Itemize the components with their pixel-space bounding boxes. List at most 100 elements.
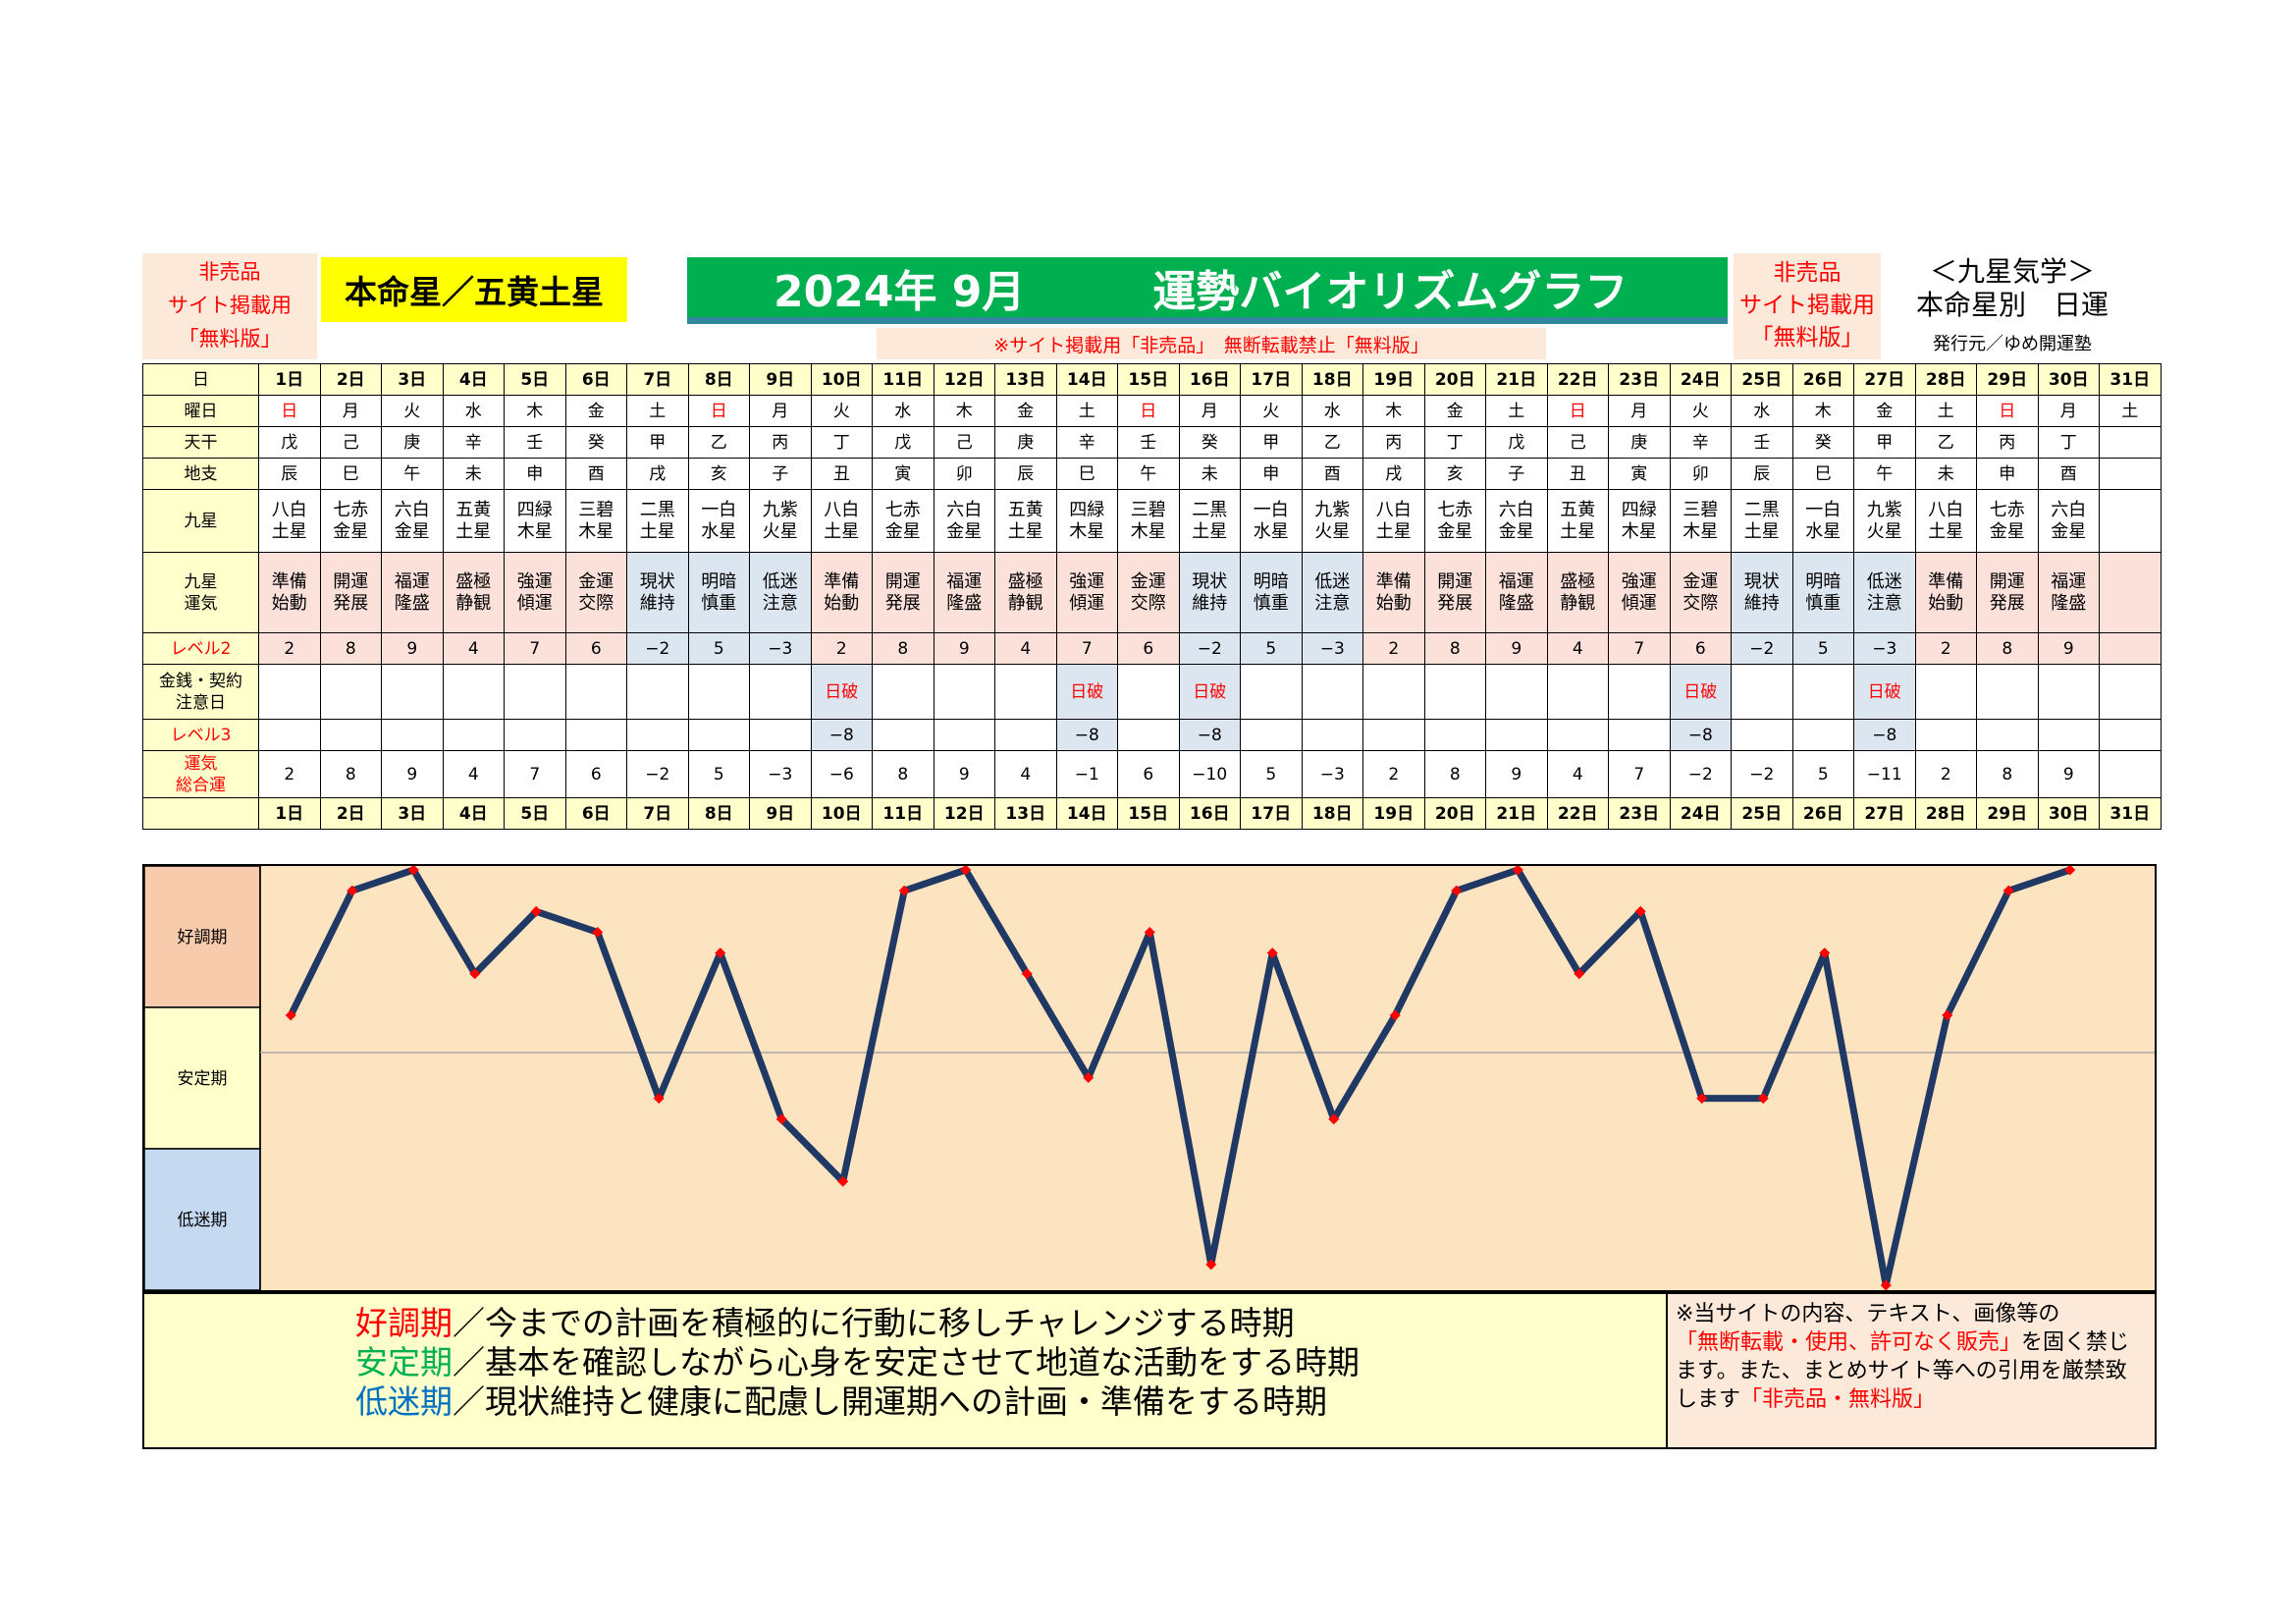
cell-kinsen <box>687 664 750 720</box>
cell-chishi: 亥 <box>687 458 750 490</box>
cell-kinsen <box>1608 664 1671 720</box>
cell-days: 2日 <box>319 797 382 830</box>
row-tenkan: 天干戊己庚辛壬癸甲乙丙丁戊己庚辛壬癸甲乙丙丁戊己庚辛壬癸甲乙丙丁 <box>142 426 2162 459</box>
cell-level3 <box>1362 719 1425 751</box>
cell-days: 7日 <box>626 797 689 830</box>
cell-tenkan: 丙 <box>1362 426 1425 459</box>
cell-level2: −2 <box>1731 632 1793 665</box>
cell-line: 土星 <box>271 520 307 542</box>
data-point <box>407 864 419 876</box>
cell-kinsen <box>1976 664 2039 720</box>
row-label-level3: レベル3 <box>142 719 259 751</box>
cell-weekdays: 金 <box>1853 395 1916 427</box>
cell-tenkan: 丙 <box>749 426 812 459</box>
row-label-days: 日 <box>142 363 259 396</box>
data-point <box>898 885 910 896</box>
cell-level3: −8 <box>1853 719 1916 751</box>
cell-kyusei: 九紫 火星 <box>1301 489 1363 553</box>
left-free-notice: 非売品 サイト掲載用 「無料版」 <box>142 253 317 359</box>
cell-days: 22日 <box>1546 797 1609 830</box>
cell-unki: 準備 始動 <box>1914 552 1977 633</box>
cell-days: 15日 <box>1117 363 1180 396</box>
cell-level2: 6 <box>1669 632 1732 665</box>
cell-kinsen <box>1731 664 1793 720</box>
band-label: 低迷期 <box>178 1211 228 1230</box>
page-title: 運勢バイオリズムグラフ <box>1152 266 1629 317</box>
cell-chishi: 午 <box>1853 458 1916 490</box>
cell-level2: −2 <box>626 632 689 665</box>
cell-kyusei: 三碧 木星 <box>564 489 627 553</box>
period-legend: 好調期／今までの計画を積極的に行動に移しチャレンジする時期 安定期／基本を確認し… <box>144 1294 1666 1447</box>
cell-kinsen <box>994 664 1057 720</box>
cell-kyusei: 一白 水星 <box>1791 489 1854 553</box>
cell-kyusei: 一白 水星 <box>687 489 750 553</box>
cell-chishi: 寅 <box>872 458 934 490</box>
data-point <box>530 905 542 917</box>
cell-kinsen <box>2037 664 2100 720</box>
row-label-line: 九星 <box>184 571 218 592</box>
cell-kinsen: 日破 <box>1055 664 1118 720</box>
cell-days: 26日 <box>1791 363 1854 396</box>
cell-tenkan: 壬 <box>504 426 566 459</box>
data-point <box>1942 1009 1953 1021</box>
cell-line: 現状 <box>1743 570 1780 592</box>
data-point <box>1328 1113 1340 1125</box>
copyright-notice: ※当サイトの内容、テキスト、画像等の 「無断転載・使用、許可なく販売」を固く禁じ… <box>1666 1294 2155 1447</box>
row-label-total: 運気 総合運 <box>142 750 259 798</box>
data-point <box>1266 947 1278 959</box>
cell-line: 六白 <box>1498 499 1534 520</box>
cell-level3 <box>1301 719 1363 751</box>
cell-line: 三碧 <box>1130 499 1166 520</box>
legend-text: ／基本を確認しながら心身を安定させて地道な活動をする時期 <box>453 1343 1360 1381</box>
cell-weekdays: 日 <box>258 395 321 427</box>
cell-line: 土星 <box>1375 520 1412 542</box>
cell-kinsen <box>1362 664 1425 720</box>
cell-days: 29日 <box>1976 797 2039 830</box>
cell-line: 強運 <box>1621 570 1657 592</box>
cell-tenkan: 癸 <box>1178 426 1241 459</box>
cell-chishi: 辰 <box>1731 458 1793 490</box>
cell-kinsen: 日破 <box>810 664 873 720</box>
cell-level3 <box>749 719 812 751</box>
cell-unki: 準備 始動 <box>258 552 321 633</box>
cell-line: 準備 <box>271 570 307 592</box>
cell-line: 木星 <box>1682 520 1719 542</box>
cell-level3: −8 <box>1669 719 1732 751</box>
band-label: 好調期 <box>178 928 228 947</box>
cell-tenkan: 戊 <box>1485 426 1548 459</box>
cell-line: 土星 <box>1192 520 1228 542</box>
cell-total: 8 <box>319 750 382 798</box>
cell-line: 傾運 <box>1621 592 1657 614</box>
row-label-tenkan: 天干 <box>142 426 259 459</box>
data-point <box>715 947 726 959</box>
cell-line: 開運 <box>1989 570 2025 592</box>
copyright-red2: 「非売品・無料版」 <box>1740 1387 1936 1412</box>
cell-kyusei: 四緑 木星 <box>504 489 566 553</box>
cell-unki: 低迷 注意 <box>1301 552 1363 633</box>
data-point <box>1574 968 1585 980</box>
cell-line: 八白 <box>271 499 307 520</box>
cell-line: 盛極 <box>455 570 492 592</box>
data-point <box>1021 968 1033 980</box>
cell-weekdays: 水 <box>442 395 505 427</box>
cell-unki: 準備 始動 <box>810 552 873 633</box>
cell-tenkan: 辛 <box>442 426 505 459</box>
cell-line: 金星 <box>1437 520 1473 542</box>
cell-days: 3日 <box>381 363 444 396</box>
cell-line: 福運 <box>1498 570 1534 592</box>
cell-days: 28日 <box>1914 363 1977 396</box>
cell-level3 <box>1791 719 1854 751</box>
cell-line: 金星 <box>946 520 983 542</box>
cell-level2: 5 <box>687 632 750 665</box>
cell-total: −2 <box>1731 750 1793 798</box>
cell-line: 開運 <box>333 570 369 592</box>
cell-tenkan: 甲 <box>626 426 689 459</box>
cell-weekdays: 水 <box>1301 395 1363 427</box>
cell-level2: −2 <box>1178 632 1241 665</box>
cell-total: −2 <box>1669 750 1732 798</box>
cell-days: 10日 <box>810 797 873 830</box>
title-bar: 2024年 9月 運勢バイオリズムグラフ <box>687 257 1728 324</box>
cell-level3 <box>442 719 505 751</box>
data-point <box>1696 1093 1708 1105</box>
cell-days: 30日 <box>2037 797 2100 830</box>
